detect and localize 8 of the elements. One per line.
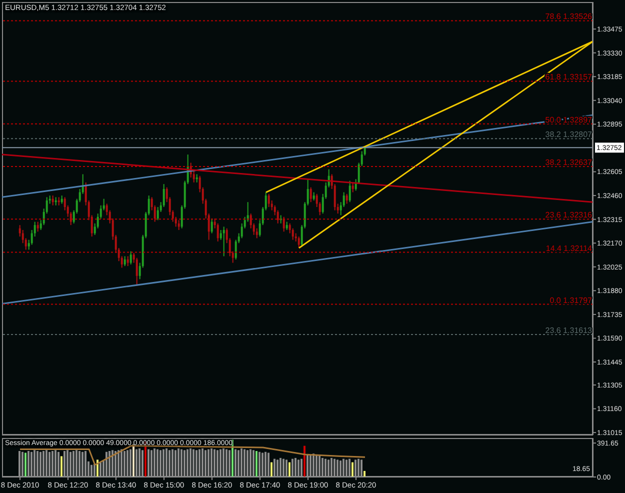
ref-line-label: 23.6 1.32316	[545, 210, 593, 220]
ref-line-label: 38.2 1.32637	[545, 158, 593, 168]
ref-line-label: 78.6 1.33526	[545, 12, 593, 22]
ref-line-label: 23.6 1.31613	[545, 326, 593, 335]
ref-line-label: 14.4 1.32114	[546, 244, 593, 253]
ref-line-label: 61.8 1.33157	[545, 72, 593, 82]
ref-line-label: 0.0 1.31797	[550, 296, 593, 305]
ref-line-label: 38.2 1.32807	[545, 130, 593, 140]
